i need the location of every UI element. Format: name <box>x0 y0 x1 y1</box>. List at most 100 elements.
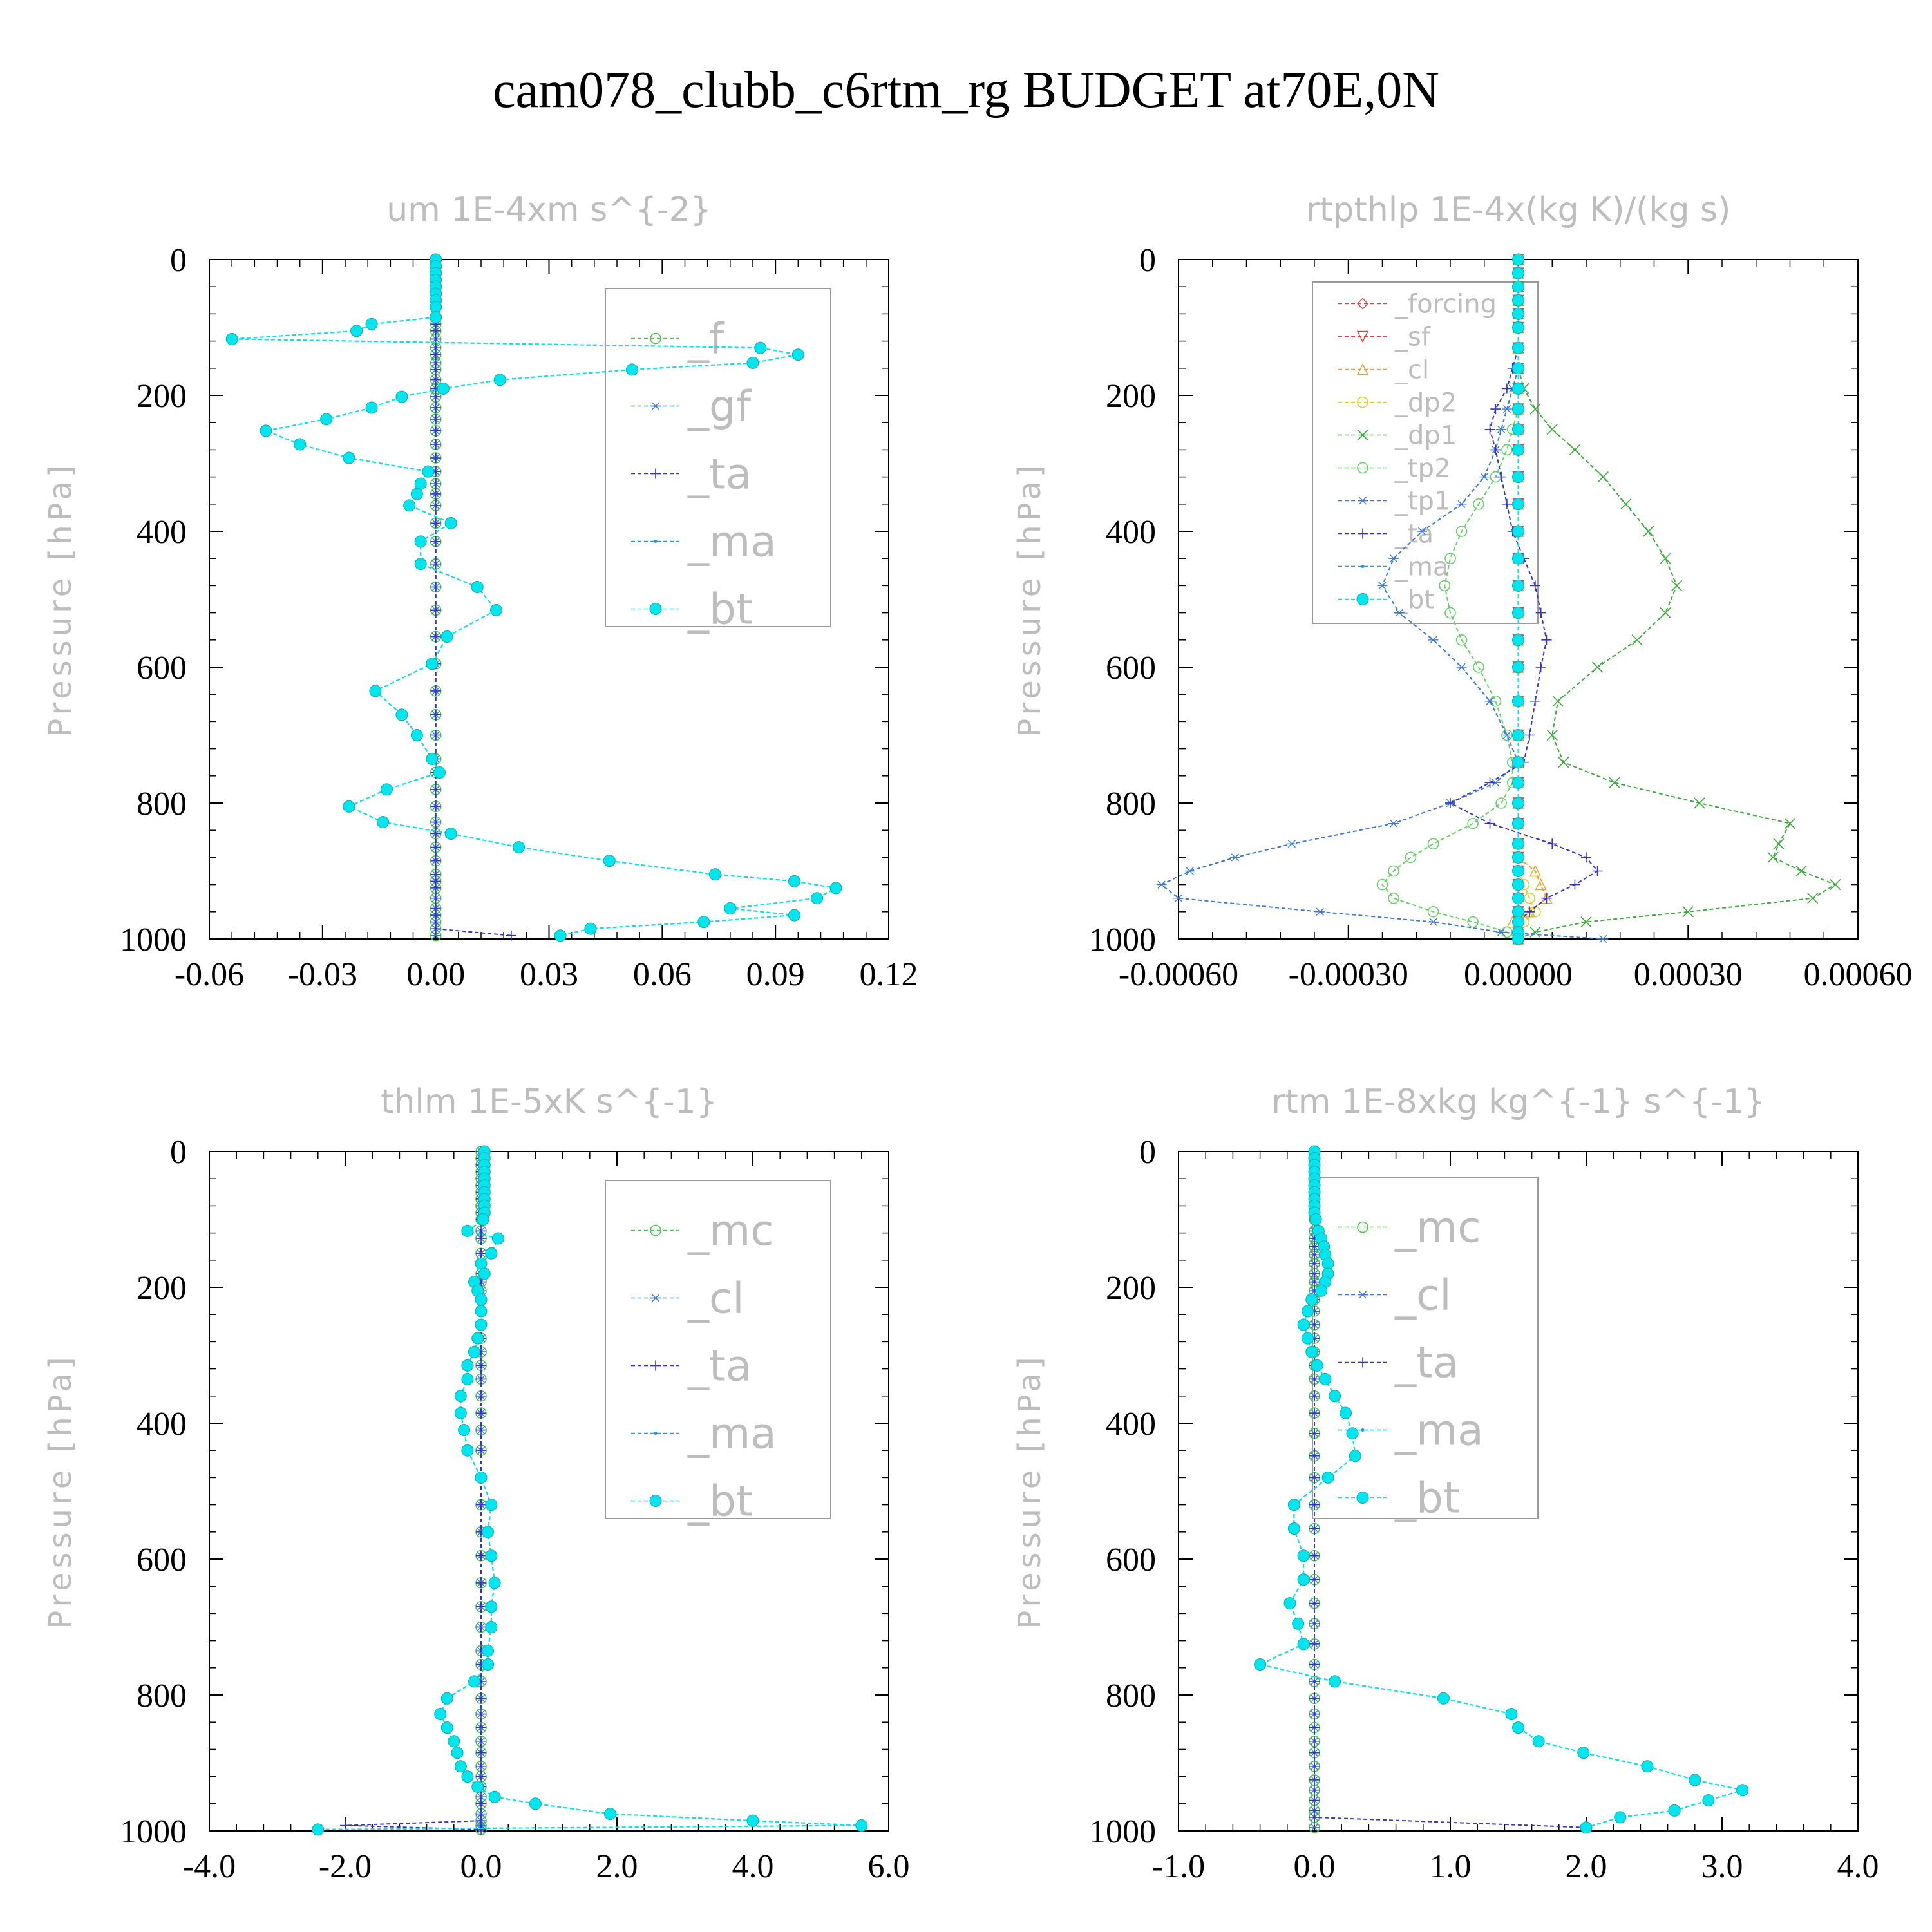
data-point <box>430 784 441 795</box>
data-point <box>1512 471 1524 484</box>
data-point <box>489 603 502 616</box>
data-point <box>1496 471 1507 482</box>
data-point <box>433 766 446 779</box>
data-point <box>444 516 457 529</box>
y-tick-label: 0 <box>170 242 187 279</box>
data-point <box>365 317 378 330</box>
data-point <box>430 685 441 696</box>
y-tick-label: 600 <box>137 1542 187 1578</box>
data-point <box>1598 934 1609 943</box>
legend-label: _cl <box>687 1274 744 1323</box>
data-point <box>430 488 441 499</box>
data-point <box>1512 756 1524 769</box>
data-point <box>1501 731 1512 739</box>
data-point <box>811 892 824 905</box>
data-point <box>1309 1258 1320 1269</box>
data-point <box>485 1549 498 1562</box>
data-point <box>855 1819 868 1832</box>
data-point <box>1314 907 1325 916</box>
data-point <box>476 1550 486 1561</box>
data-point <box>650 332 661 345</box>
panel-title: thlm 1E-5xK s^{-1} <box>381 1083 717 1121</box>
series-line <box>1314 1151 1587 1828</box>
data-point <box>1558 757 1569 768</box>
data-point <box>1512 905 1524 918</box>
data-point <box>650 468 661 479</box>
y-tick-label: 1000 <box>120 1814 187 1850</box>
data-point <box>788 875 800 887</box>
data-point <box>482 1526 495 1539</box>
data-point <box>312 1823 325 1836</box>
data-point <box>1329 1390 1341 1403</box>
data-point <box>1309 1374 1320 1385</box>
data-point <box>1512 280 1524 293</box>
series-ta <box>340 1146 486 1835</box>
data-point <box>430 893 441 904</box>
data-point <box>476 1233 486 1244</box>
chart-panel-1: um 1E-4xm s^{-2} Pressure [hPa] -0.06 -0.03… <box>43 191 918 993</box>
y-tick-label: 1000 <box>120 922 187 958</box>
data-point <box>476 1815 486 1826</box>
y-tick-label: 200 <box>137 1270 187 1307</box>
data-point <box>430 500 441 511</box>
data-point <box>1530 926 1541 938</box>
data-point <box>1530 403 1541 415</box>
data-point <box>1541 634 1552 645</box>
data-point <box>1356 1492 1369 1504</box>
data-point <box>476 1577 486 1588</box>
data-point <box>1694 797 1705 809</box>
data-point <box>430 518 441 529</box>
data-point <box>1643 526 1654 537</box>
data-point <box>426 752 439 765</box>
data-point <box>430 301 442 314</box>
x-tick-label: -2.0 <box>319 1848 372 1885</box>
data-point <box>461 1224 474 1237</box>
data-point <box>471 581 484 594</box>
data-point <box>461 1359 474 1372</box>
data-point <box>1315 1284 1328 1297</box>
data-point <box>1309 1618 1320 1629</box>
data-point <box>1361 1428 1365 1432</box>
data-point <box>476 1374 486 1385</box>
data-point <box>1358 1291 1368 1299</box>
data-point <box>430 439 441 450</box>
y-tick-label: 1000 <box>1089 922 1156 958</box>
data-point <box>1297 1318 1310 1331</box>
data-point <box>1530 580 1540 591</box>
data-point <box>1532 1735 1545 1748</box>
plot-frame <box>1178 1151 1859 1832</box>
data-point <box>468 1675 480 1688</box>
series-bt <box>225 253 842 942</box>
y-tick-label: 400 <box>137 1406 187 1443</box>
data-point <box>430 855 441 866</box>
data-point <box>430 605 441 616</box>
data-point <box>430 923 441 934</box>
data-point <box>1484 424 1495 435</box>
data-point <box>1546 424 1558 435</box>
data-point <box>1357 298 1368 310</box>
y-axis-label: Pressure [hPa] <box>1012 1353 1048 1629</box>
data-point <box>1357 396 1368 408</box>
data-point <box>1512 1721 1524 1734</box>
data-point <box>1329 1675 1341 1688</box>
data-point <box>454 1760 467 1773</box>
data-point <box>475 1293 488 1306</box>
legend-label: _bt <box>1394 585 1434 615</box>
data-point <box>1552 696 1564 707</box>
data-point <box>461 1444 474 1457</box>
x-tick-label: -0.03 <box>288 956 357 993</box>
data-point <box>1309 1761 1320 1772</box>
data-point <box>476 1499 486 1510</box>
data-point <box>1319 1372 1332 1385</box>
data-point <box>430 478 441 489</box>
data-point <box>650 1294 661 1302</box>
data-point <box>1609 777 1620 788</box>
data-point <box>1512 362 1524 375</box>
series-line <box>317 1151 862 1830</box>
figure-title: cam078_clubb_c6rtm_rg BUDGET at70E,0N <box>492 62 1440 118</box>
legend-label: _tp1 <box>1394 487 1451 516</box>
legend-label: _ma <box>1394 553 1448 582</box>
data-point <box>430 392 441 402</box>
data-point <box>343 451 355 464</box>
data-point <box>1358 497 1368 505</box>
